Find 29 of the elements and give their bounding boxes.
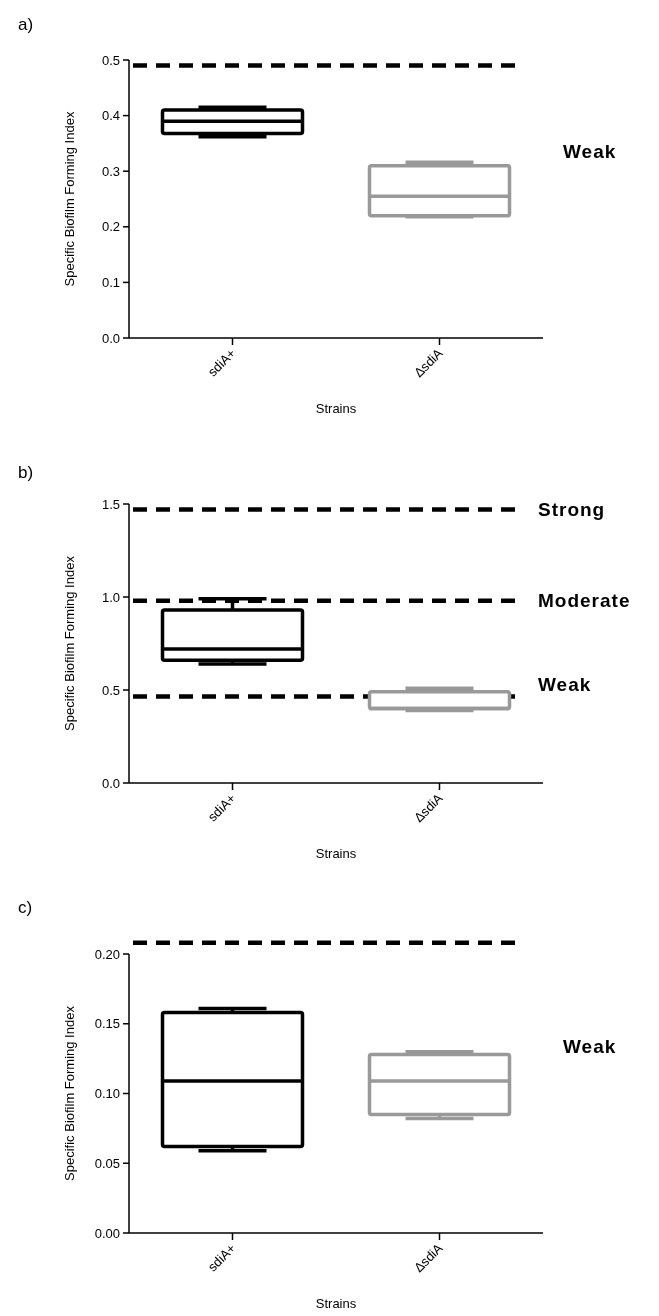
y-tick-label: 0.4: [101, 108, 120, 124]
text: Weak: [563, 141, 617, 163]
y-tick-label: 0.10: [94, 1086, 120, 1102]
y-tick-label: 0.1: [101, 274, 120, 290]
y-tick-label: 0.2: [101, 219, 120, 235]
y-axis-title: Specific Biofilm Forming Index: [62, 1005, 77, 1181]
ref-line-label: Strong: [538, 498, 606, 520]
chart-title: a): [18, 15, 34, 34]
y-tick-label: 0.20: [94, 946, 120, 962]
y-axis-title: Specific Biofilm Forming Index: [62, 555, 77, 731]
y-tick-label: 0.00: [94, 1225, 120, 1241]
y-tick-label: 0.0: [101, 775, 120, 791]
text: Weak: [563, 1035, 617, 1057]
y-tick-label: 1.0: [101, 589, 120, 605]
y-tick-label: 0.5: [101, 682, 120, 698]
y-tick-label: 0.5: [101, 52, 120, 68]
y-tick-label: 0.05: [94, 1155, 120, 1171]
x-axis-title: Strains: [315, 846, 357, 861]
y-axis-title: Specific Biofilm Forming Index: [62, 111, 77, 287]
ref-line-label: Weak: [538, 673, 592, 695]
x-axis-title: Strains: [315, 1296, 357, 1311]
x-axis-title: Strains: [315, 401, 357, 416]
y-tick-label: 0.0: [101, 330, 120, 346]
ref-line-label: Moderate: [538, 589, 631, 611]
y-tick-label: 0.15: [94, 1016, 120, 1032]
chart-title: c): [18, 898, 33, 917]
chart-title: b): [18, 463, 34, 482]
y-tick-label: 0.3: [101, 163, 120, 179]
y-tick-label: 1.5: [101, 496, 120, 512]
